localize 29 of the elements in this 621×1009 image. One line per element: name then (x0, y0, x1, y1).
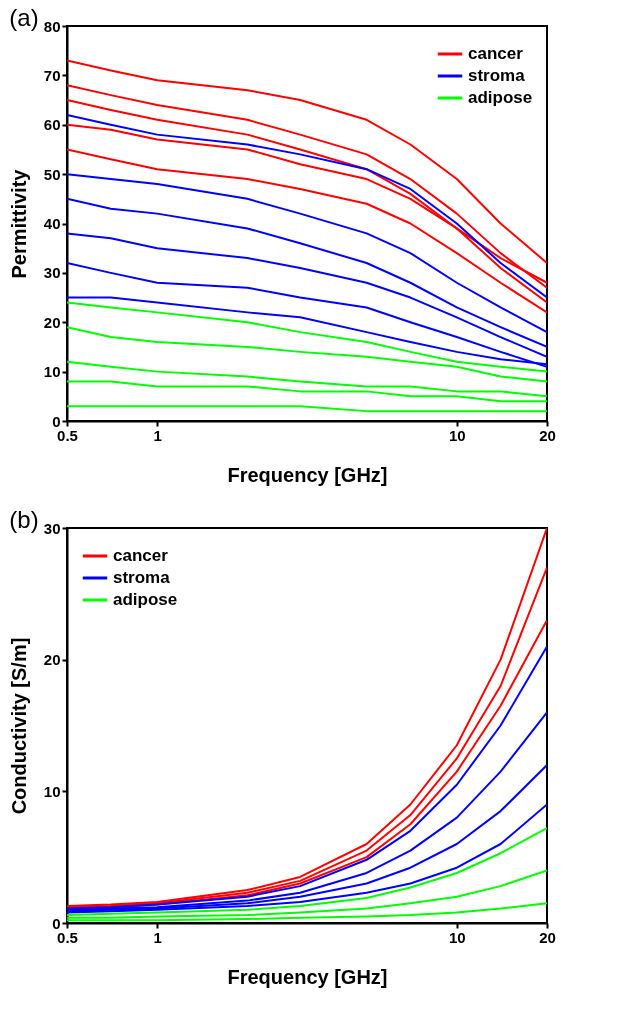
legend-label: cancer (113, 546, 169, 565)
chart-title: (a) (9, 4, 39, 31)
legend-label: adipose (113, 590, 178, 609)
legend-label: cancer (468, 44, 524, 63)
y-tick-label: 30 (43, 519, 61, 537)
x-tick-label: 20 (539, 426, 556, 444)
y-tick-label: 80 (43, 17, 61, 35)
legend-label: stroma (113, 568, 171, 587)
y-tick-label: 30 (43, 264, 61, 282)
y-tick-label: 50 (43, 165, 61, 183)
y-tick-label: 20 (43, 651, 61, 669)
x-tick-label: 10 (448, 426, 466, 444)
x-tick-label: 1 (153, 426, 162, 444)
x-tick-label: 20 (539, 928, 556, 946)
legend-label: adipose (468, 88, 533, 107)
y-tick-label: 10 (43, 782, 61, 800)
y-tick-label: 10 (43, 363, 61, 381)
y-axis-title: Permittivity (7, 168, 30, 279)
y-tick-label: 60 (43, 116, 61, 134)
x-axis-title: Frequency [GHz] (227, 965, 388, 988)
y-tick-label: 20 (43, 313, 61, 331)
y-tick-label: 70 (43, 66, 61, 84)
x-tick-label: 1 (153, 928, 162, 946)
legend-label: stroma (468, 66, 526, 85)
y-axis-title: Conductivity [S/m] (7, 637, 30, 815)
x-tick-label: 10 (448, 928, 466, 946)
y-tick-label: 40 (43, 215, 61, 232)
chart-title: (b) (9, 506, 39, 533)
x-axis-title: Frequency [GHz] (227, 463, 388, 486)
